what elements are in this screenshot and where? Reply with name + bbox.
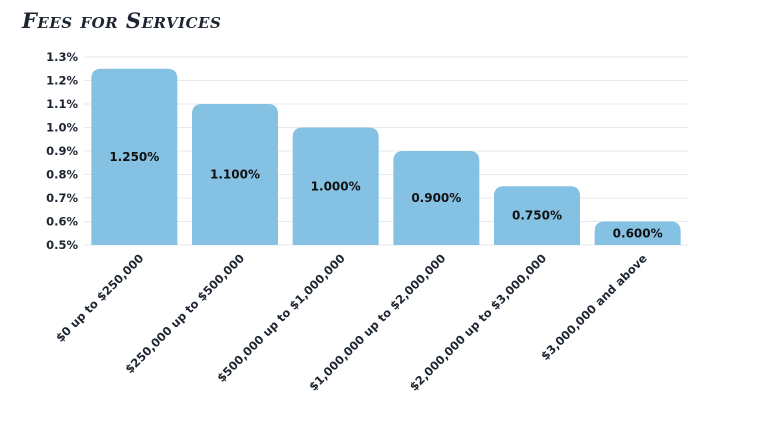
bar (192, 104, 278, 245)
y-tick-label: 0.8% (46, 168, 78, 182)
bar-value-label: 1.100% (210, 168, 260, 182)
y-tick-label: 0.5% (46, 238, 78, 252)
bar-value-label: 1.000% (311, 179, 361, 193)
bar (393, 151, 480, 245)
y-tick-label: 0.6% (46, 215, 78, 229)
bar-value-label: 0.900% (411, 191, 461, 205)
chart-title: Fees for Services (22, 8, 222, 33)
x-category-label: $0 up to $250,000 (53, 251, 146, 344)
bar (292, 127, 379, 245)
y-tick-label: 0.7% (46, 191, 78, 205)
y-tick-label: 1.1% (46, 97, 78, 111)
bar (594, 221, 681, 245)
x-category-label: $250,000 up to $500,000 (122, 251, 247, 376)
y-tick-label: 1.3% (46, 50, 78, 64)
y-tick-label: 1.0% (46, 121, 78, 135)
bar (91, 68, 178, 245)
bar-value-label: 0.750% (512, 209, 562, 223)
bar-value-label: 0.600% (613, 226, 663, 240)
x-category-label: $3,000,000 and above (538, 251, 650, 363)
bar (494, 186, 580, 245)
bar-value-label: 1.250% (109, 150, 159, 164)
y-tick-label: 1.2% (46, 74, 78, 88)
y-tick-label: 0.9% (46, 144, 78, 158)
